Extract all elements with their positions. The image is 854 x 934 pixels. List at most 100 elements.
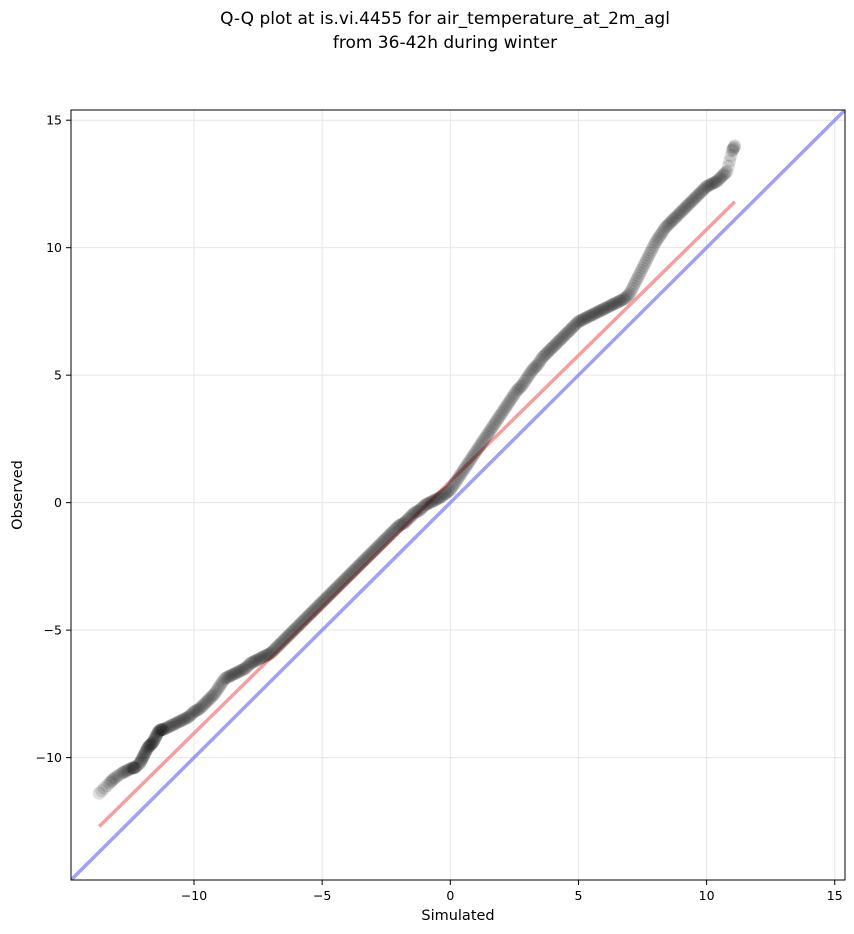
data-point [311, 599, 325, 613]
data-point [320, 590, 334, 604]
data-point [292, 618, 306, 632]
data-point [651, 232, 665, 246]
data-point [673, 206, 687, 220]
data-point [498, 401, 512, 415]
data-point [624, 284, 638, 298]
data-point [411, 504, 425, 518]
data-point [530, 358, 544, 372]
data-point [710, 174, 724, 188]
data-point [496, 404, 510, 418]
data-point [373, 538, 387, 552]
data-point [643, 246, 657, 260]
data-point [325, 585, 339, 599]
data-point [140, 743, 154, 757]
data-point [415, 501, 429, 515]
data-point [150, 726, 164, 740]
data-point [300, 610, 314, 624]
x-axis-label: Simulated [421, 908, 494, 924]
data-point [117, 765, 131, 779]
data-point [577, 312, 591, 326]
data-point [520, 371, 534, 385]
chart-title: Q-Q plot at is.vi.4455 for air_temperatu… [220, 9, 670, 29]
data-point [521, 369, 535, 383]
data-point [705, 177, 719, 191]
data-point [164, 719, 178, 733]
data-point [402, 511, 416, 525]
data-point [304, 607, 318, 621]
data-point [716, 168, 730, 182]
data-point [405, 508, 419, 522]
data-point [579, 311, 593, 325]
data-point [347, 563, 361, 577]
data-point [598, 301, 612, 315]
data-point [694, 185, 708, 199]
x-tick-label: 0 [446, 888, 454, 903]
data-point [648, 236, 662, 250]
data-point [361, 549, 375, 563]
y-tick-label: −5 [44, 623, 62, 638]
data-point [142, 739, 156, 753]
data-point [653, 228, 667, 242]
data-point [442, 484, 456, 498]
data-point [159, 721, 173, 735]
data-point [504, 393, 518, 407]
data-point [106, 772, 120, 786]
data-point [319, 591, 333, 605]
data-point [274, 636, 288, 650]
data-point [463, 454, 477, 468]
data-point [573, 314, 587, 328]
data-point [192, 702, 206, 716]
data-point [566, 320, 580, 334]
data-point [165, 718, 179, 732]
data-point [143, 739, 157, 753]
data-point [299, 612, 313, 626]
data-point [343, 567, 357, 581]
data-point [375, 535, 389, 549]
data-point [199, 696, 213, 710]
data-point [677, 202, 691, 216]
data-point [397, 516, 411, 530]
data-point [454, 468, 468, 482]
data-point [609, 296, 623, 310]
identity-line [71, 110, 845, 880]
data-point [178, 712, 192, 726]
data-point [679, 200, 693, 214]
data-point [632, 269, 646, 283]
data-point [696, 183, 710, 197]
data-point [256, 650, 270, 664]
data-point [372, 539, 386, 553]
data-point [270, 640, 284, 654]
data-point [370, 540, 384, 554]
data-point [328, 582, 342, 596]
data-point [364, 547, 378, 561]
data-point [593, 304, 607, 318]
data-point [247, 654, 261, 668]
data-point [377, 534, 391, 548]
data-point [529, 359, 543, 373]
data-point [352, 558, 366, 572]
fit-line [97, 200, 737, 828]
data-point [324, 586, 338, 600]
data-point [365, 545, 379, 559]
x-tick-label: 5 [574, 888, 582, 903]
data-point [151, 725, 165, 739]
data-point [210, 683, 224, 697]
data-point [477, 433, 491, 447]
data-point [514, 380, 528, 394]
data-point [456, 464, 470, 478]
data-point [251, 652, 265, 666]
data-point [297, 613, 311, 627]
data-point [184, 707, 198, 721]
data-point [306, 604, 320, 618]
data-point [527, 362, 541, 376]
y-tick-label: −10 [36, 750, 62, 765]
data-point [232, 665, 246, 679]
data-point [660, 219, 674, 233]
data-point [683, 196, 697, 210]
data-point [647, 238, 661, 252]
data-point [266, 644, 280, 658]
data-point [659, 220, 673, 234]
data-point [588, 306, 602, 320]
data-point [225, 668, 239, 682]
data-point [502, 395, 516, 409]
